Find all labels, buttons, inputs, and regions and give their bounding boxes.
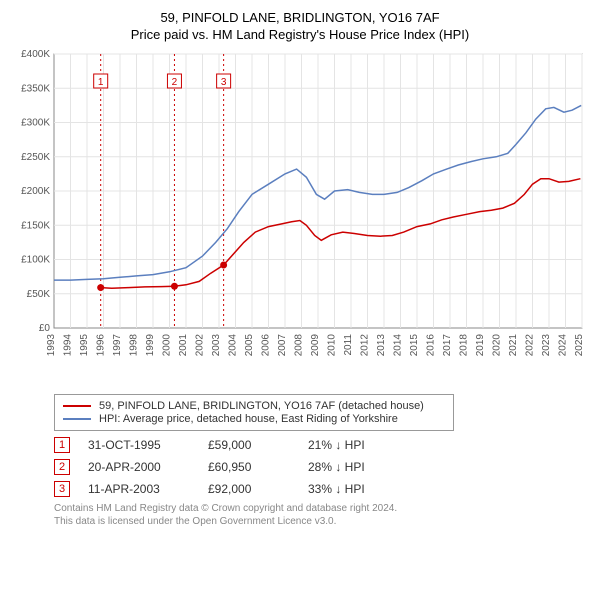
- event-date-1: 31-OCT-1995: [88, 438, 208, 452]
- svg-text:2023: 2023: [541, 334, 552, 357]
- svg-text:1999: 1999: [145, 334, 156, 357]
- svg-text:2005: 2005: [244, 334, 255, 357]
- legend-row-property: 59, PINFOLD LANE, BRIDLINGTON, YO16 7AF …: [63, 400, 445, 412]
- event-vs-3: 33% ↓ HPI: [308, 482, 365, 496]
- svg-text:2: 2: [172, 77, 178, 88]
- svg-text:1993: 1993: [46, 334, 57, 357]
- event-row-3: 3 11-APR-2003 £92,000 33% ↓ HPI: [54, 481, 588, 497]
- footer-line-1: Contains HM Land Registry data © Crown c…: [54, 503, 574, 516]
- svg-text:2016: 2016: [426, 334, 437, 357]
- event-badge-3: 3: [54, 481, 70, 497]
- footer-attribution: Contains HM Land Registry data © Crown c…: [54, 503, 574, 528]
- event-vs-2: 28% ↓ HPI: [308, 460, 365, 474]
- svg-text:2006: 2006: [261, 334, 272, 357]
- svg-text:£0: £0: [39, 323, 51, 334]
- svg-text:£150K: £150K: [21, 220, 50, 231]
- legend-label-property: 59, PINFOLD LANE, BRIDLINGTON, YO16 7AF …: [99, 400, 424, 412]
- svg-text:1998: 1998: [129, 334, 140, 357]
- svg-text:2002: 2002: [195, 334, 206, 357]
- legend-swatch-property: [63, 405, 91, 407]
- svg-text:1994: 1994: [63, 334, 74, 357]
- svg-text:2025: 2025: [574, 334, 585, 357]
- svg-text:2010: 2010: [327, 334, 338, 357]
- event-badge-2: 2: [54, 459, 70, 475]
- page-title-subtitle: Price paid vs. HM Land Registry's House …: [12, 27, 588, 42]
- svg-text:£50K: £50K: [27, 289, 51, 300]
- svg-text:2001: 2001: [178, 334, 189, 357]
- svg-text:2012: 2012: [360, 334, 371, 357]
- legend: 59, PINFOLD LANE, BRIDLINGTON, YO16 7AF …: [54, 394, 454, 431]
- svg-text:2013: 2013: [376, 334, 387, 357]
- svg-text:1997: 1997: [112, 334, 123, 357]
- svg-text:2024: 2024: [558, 334, 569, 357]
- svg-text:2008: 2008: [294, 334, 305, 357]
- svg-text:1995: 1995: [79, 334, 90, 357]
- event-row-2: 2 20-APR-2000 £60,950 28% ↓ HPI: [54, 459, 588, 475]
- event-vs-1: 21% ↓ HPI: [308, 438, 365, 452]
- svg-text:2017: 2017: [442, 334, 453, 357]
- event-price-1: £59,000: [208, 438, 308, 452]
- footer-line-2: This data is licensed under the Open Gov…: [54, 516, 574, 529]
- svg-text:2011: 2011: [343, 334, 354, 356]
- svg-text:£350K: £350K: [21, 83, 50, 94]
- svg-text:£300K: £300K: [21, 118, 50, 129]
- svg-text:2021: 2021: [508, 334, 519, 357]
- legend-swatch-hpi: [63, 418, 91, 420]
- svg-text:2015: 2015: [409, 334, 420, 357]
- svg-text:2003: 2003: [211, 334, 222, 357]
- svg-text:2014: 2014: [393, 334, 404, 357]
- svg-text:2004: 2004: [228, 334, 239, 357]
- svg-text:2019: 2019: [475, 334, 486, 357]
- event-date-2: 20-APR-2000: [88, 460, 208, 474]
- svg-text:2000: 2000: [162, 334, 173, 357]
- event-badge-1: 1: [54, 437, 70, 453]
- event-list: 1 31-OCT-1995 £59,000 21% ↓ HPI 2 20-APR…: [54, 437, 588, 497]
- svg-text:2007: 2007: [277, 334, 288, 357]
- svg-text:£250K: £250K: [21, 152, 50, 163]
- event-price-2: £60,950: [208, 460, 308, 474]
- svg-text:£400K: £400K: [21, 49, 50, 60]
- svg-text:£100K: £100K: [21, 255, 50, 266]
- page-title-address: 59, PINFOLD LANE, BRIDLINGTON, YO16 7AF: [12, 10, 588, 25]
- svg-text:2022: 2022: [525, 334, 536, 357]
- svg-text:2018: 2018: [459, 334, 470, 357]
- event-date-3: 11-APR-2003: [88, 482, 208, 496]
- event-price-3: £92,000: [208, 482, 308, 496]
- svg-text:1: 1: [98, 77, 104, 88]
- svg-text:2020: 2020: [492, 334, 503, 357]
- svg-text:3: 3: [221, 77, 227, 88]
- svg-text:1996: 1996: [96, 334, 107, 357]
- price-chart: £0 £50K £100K £150K £200K £250K £300K £350K £400…: [12, 48, 588, 388]
- event-row-1: 1 31-OCT-1995 £59,000 21% ↓ HPI: [54, 437, 588, 453]
- svg-text:£200K: £200K: [21, 186, 50, 197]
- legend-row-hpi: HPI: Average price, detached house, East…: [63, 413, 445, 425]
- legend-label-hpi: HPI: Average price, detached house, East…: [99, 413, 398, 425]
- svg-text:2009: 2009: [310, 334, 321, 357]
